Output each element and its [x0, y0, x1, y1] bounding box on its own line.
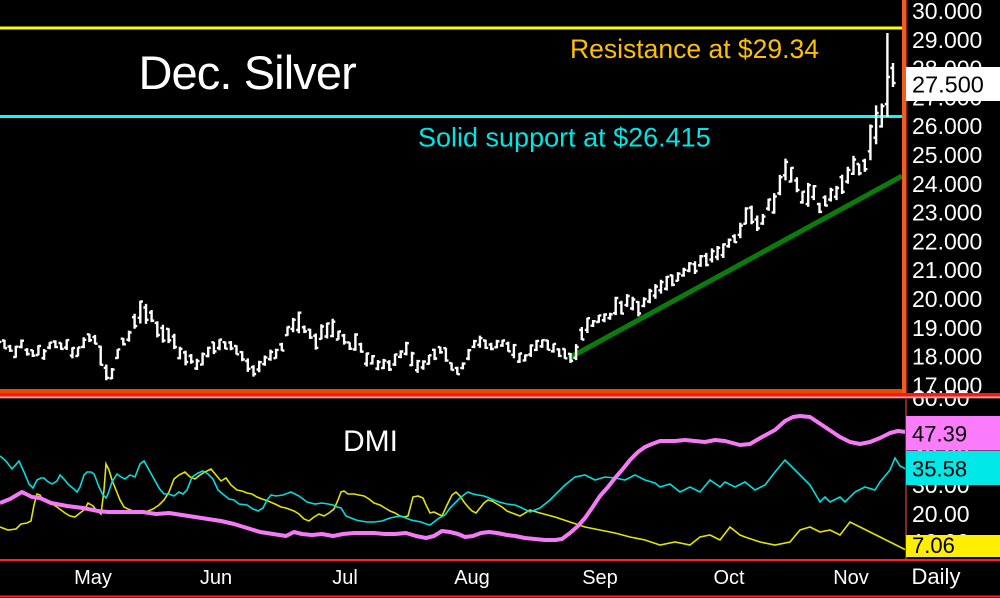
svg-text:20.000: 20.000 [912, 286, 982, 312]
svg-text:Jun: Jun [200, 567, 232, 589]
svg-text:May: May [74, 567, 112, 589]
svg-text:21.000: 21.000 [912, 257, 982, 283]
svg-text:27.500: 27.500 [912, 72, 984, 98]
svg-text:47.39: 47.39 [912, 422, 967, 447]
svg-text:19.000: 19.000 [912, 315, 982, 341]
svg-text:Oct: Oct [713, 567, 745, 589]
svg-text:Jul: Jul [332, 567, 358, 589]
svg-text:35.58: 35.58 [912, 457, 967, 482]
svg-text:18.000: 18.000 [912, 344, 982, 370]
svg-text:29.000: 29.000 [912, 27, 982, 53]
svg-text:Resistance at $29.34: Resistance at $29.34 [570, 34, 819, 64]
svg-text:7.06: 7.06 [912, 533, 955, 558]
svg-text:22.000: 22.000 [912, 228, 982, 254]
svg-text:30.000: 30.000 [912, 0, 982, 24]
svg-text:Daily: Daily [912, 564, 961, 589]
svg-text:DMI: DMI [343, 425, 398, 458]
svg-text:Sep: Sep [582, 567, 618, 589]
svg-text:Aug: Aug [454, 567, 490, 589]
svg-text:26.000: 26.000 [912, 113, 982, 139]
svg-text:23.000: 23.000 [912, 200, 982, 226]
svg-text:24.000: 24.000 [912, 171, 982, 197]
svg-text:20.00: 20.00 [912, 501, 970, 527]
svg-text:Dec. Silver: Dec. Silver [139, 46, 357, 99]
svg-text:25.000: 25.000 [912, 142, 982, 168]
svg-text:Solid support at $26.415: Solid support at $26.415 [418, 123, 711, 153]
svg-text:Nov: Nov [833, 567, 869, 589]
